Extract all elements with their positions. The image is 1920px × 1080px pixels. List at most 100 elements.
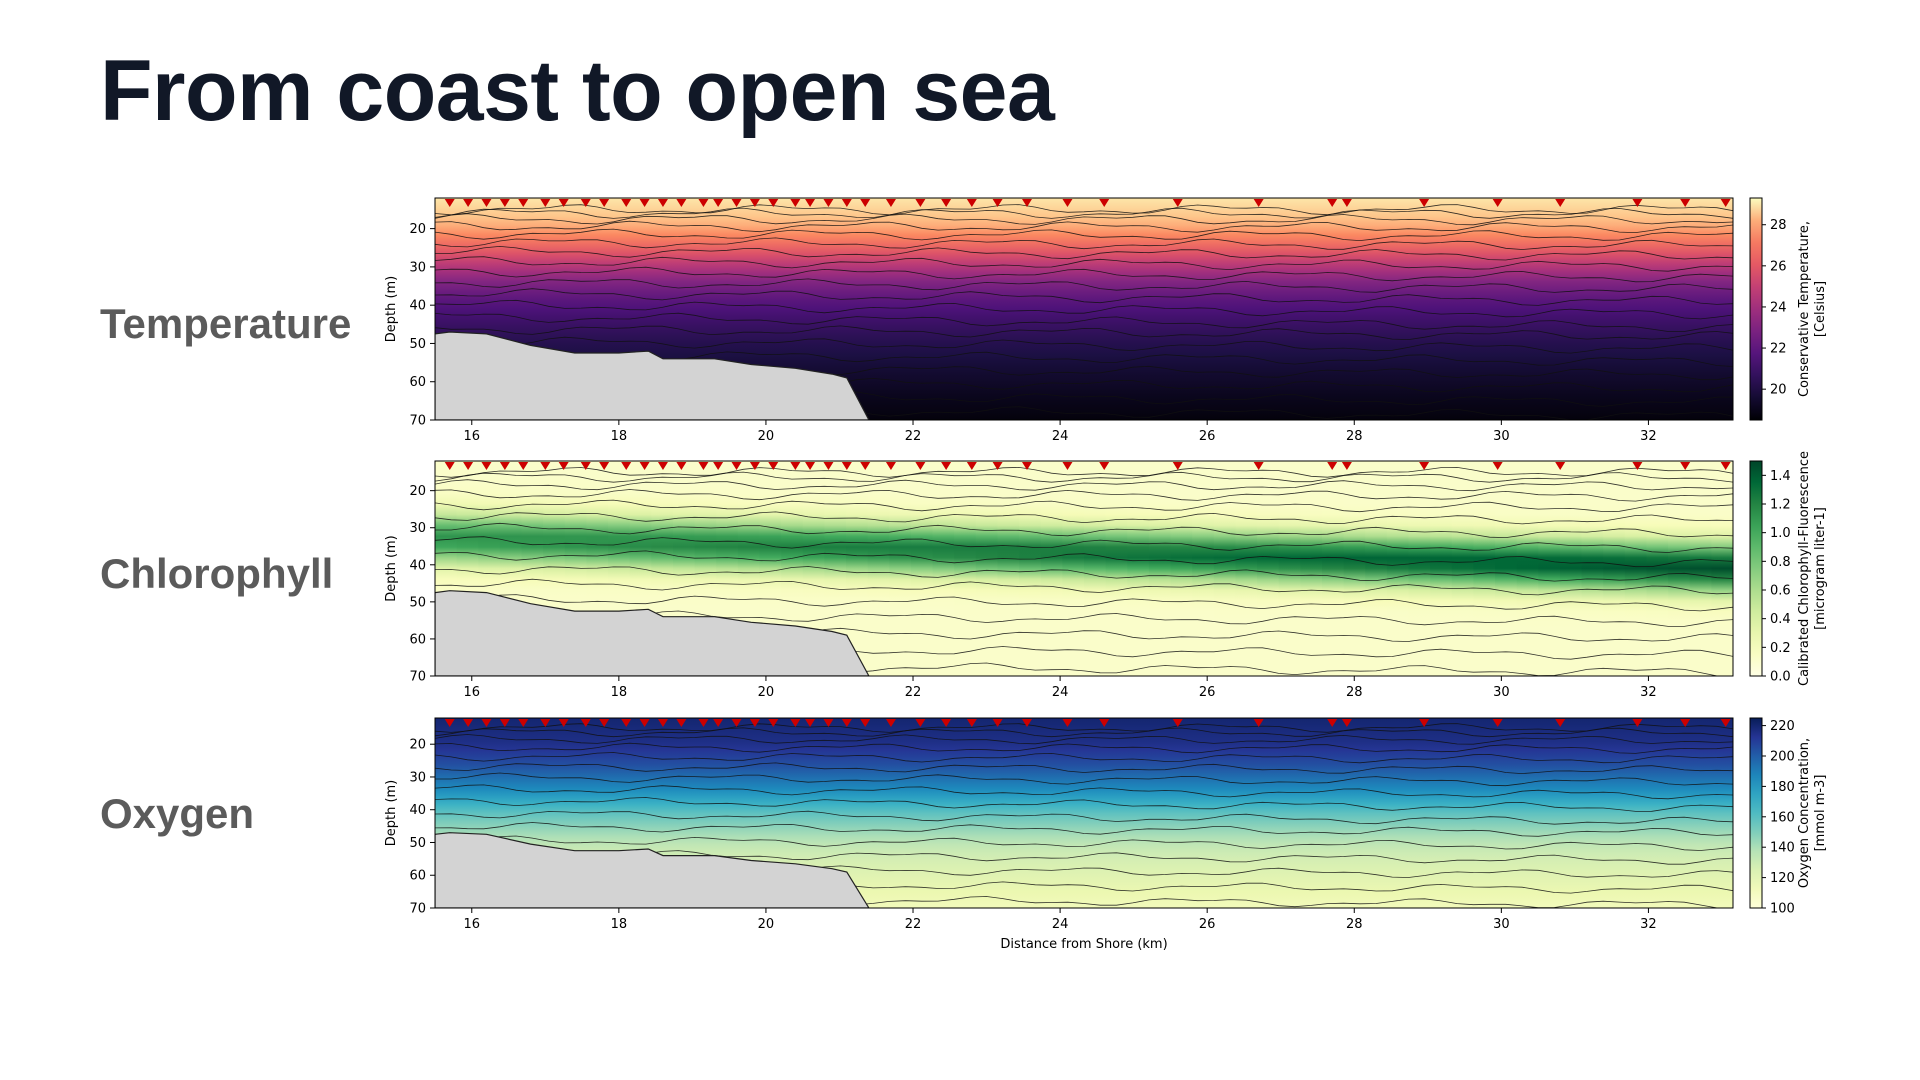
- station-marker: [1419, 199, 1430, 207]
- station-marker: [713, 719, 724, 727]
- contour-line: [435, 550, 1733, 568]
- station-marker: [1172, 719, 1183, 727]
- contour-line: [435, 325, 1733, 341]
- station-marker: [1720, 199, 1731, 207]
- colorbar: [1749, 460, 1763, 677]
- station-marker: [860, 719, 871, 727]
- panel-oxygen: 16 18 20 22 24 26 28 30 32 20 30 40 50 60 70 Depth (m) D…: [384, 717, 1828, 952]
- colorbar-tick-label: 0.8: [1770, 555, 1791, 570]
- contour-line: [435, 266, 1733, 283]
- station-marker: [621, 719, 632, 727]
- contour-line: [435, 784, 1733, 800]
- colorbar-tick-label: 180: [1770, 780, 1795, 795]
- row-label-chlorophyll: Chlorophyll: [100, 550, 334, 597]
- y-tick-label: 50: [409, 337, 426, 352]
- contour-line: [435, 511, 1733, 525]
- contour-line: [435, 466, 1733, 478]
- y-axis-label: Depth (m): [384, 780, 399, 847]
- station-marker: [841, 719, 852, 727]
- station-marker: [558, 199, 569, 207]
- contour-line: [435, 479, 1733, 492]
- station-marker: [444, 462, 455, 470]
- contour-line: [435, 336, 1733, 354]
- x-tick-label: 20: [758, 917, 775, 932]
- station-marker: [518, 199, 529, 207]
- contour-line: [435, 772, 1733, 787]
- y-tick-label: 70: [409, 670, 426, 685]
- station-marker: [1062, 719, 1073, 727]
- colorbar-label: Oxygen Concentration,[mmol m-3]: [1797, 738, 1828, 888]
- station-marker: [540, 462, 551, 470]
- station-marker: [1099, 719, 1110, 727]
- station-marker: [1341, 199, 1352, 207]
- x-tick-label: 32: [1640, 685, 1657, 700]
- station-marker: [1492, 719, 1503, 727]
- station-marker: [657, 199, 668, 207]
- contour-line: [435, 762, 1733, 775]
- x-axis-label: Distance from Shore (km): [1000, 937, 1167, 952]
- station-marker: [805, 199, 816, 207]
- station-marker: [1253, 462, 1264, 470]
- station-marker: [518, 719, 529, 727]
- station-marker: [676, 462, 687, 470]
- x-tick-label: 26: [1199, 685, 1216, 700]
- x-tick-label: 20: [758, 685, 775, 700]
- station-marker: [768, 462, 779, 470]
- colorbar-tick-label: 24: [1770, 300, 1787, 315]
- contour-line: [435, 727, 1733, 738]
- station-marker: [941, 462, 952, 470]
- station-marker: [540, 199, 551, 207]
- station-marker: [966, 462, 977, 470]
- colorbar-tick-label: 22: [1770, 342, 1787, 357]
- contour-line: [435, 522, 1733, 539]
- station-marker: [499, 462, 510, 470]
- station-marker: [768, 719, 779, 727]
- colorbar-tick-label: 1.4: [1770, 469, 1791, 484]
- colorbar-tick-label: 160: [1770, 810, 1795, 825]
- station-marker: [1341, 462, 1352, 470]
- section-field: [435, 718, 1733, 908]
- station-marker: [1022, 462, 1033, 470]
- bathymetry: [435, 331, 870, 420]
- contour-line: [435, 578, 1733, 596]
- x-tick-label: 30: [1493, 917, 1510, 932]
- station-marker: [1099, 462, 1110, 470]
- x-tick-label: 22: [905, 685, 922, 700]
- station-marker: [966, 199, 977, 207]
- x-tick-label: 30: [1493, 429, 1510, 444]
- station-marker: [1022, 719, 1033, 727]
- y-tick-label: 30: [409, 260, 426, 275]
- plot-frame: [434, 460, 1734, 677]
- x-tick-label: 22: [905, 429, 922, 444]
- station-marker: [540, 719, 551, 727]
- colorbar-tick-label: 200: [1770, 750, 1795, 765]
- x-tick-label: 26: [1199, 917, 1216, 932]
- contour-line: [435, 299, 1733, 320]
- colorbar: [1749, 197, 1763, 421]
- x-tick-label: 24: [1052, 917, 1069, 932]
- x-tick-label: 32: [1640, 429, 1657, 444]
- contour-line: [435, 723, 1733, 733]
- station-marker: [698, 462, 709, 470]
- station-marker: [992, 462, 1003, 470]
- colorbar-tick-label: 220: [1770, 719, 1795, 734]
- station-marker: [499, 199, 510, 207]
- x-tick-label: 32: [1640, 917, 1657, 932]
- x-tick-label: 28: [1346, 917, 1363, 932]
- y-tick-label: 20: [409, 738, 426, 753]
- station-marker: [823, 199, 834, 207]
- station-marker: [1555, 199, 1566, 207]
- station-marker: [463, 462, 474, 470]
- x-tick-label: 16: [463, 917, 480, 932]
- contour-line: [435, 237, 1733, 250]
- station-marker: [1253, 719, 1264, 727]
- panel-temperature: 16 18 20 22 24 26 28 30 32 20 30 40 50 60 70 Depth (m) 2…: [384, 197, 1828, 444]
- station-marker: [1327, 719, 1338, 727]
- station-marker: [992, 719, 1003, 727]
- y-tick-label: 40: [409, 299, 426, 314]
- contour-line: [435, 471, 1733, 483]
- contour-line: [435, 822, 1733, 837]
- station-marker: [841, 199, 852, 207]
- station-marker: [790, 462, 801, 470]
- y-tick-label: 70: [409, 902, 426, 917]
